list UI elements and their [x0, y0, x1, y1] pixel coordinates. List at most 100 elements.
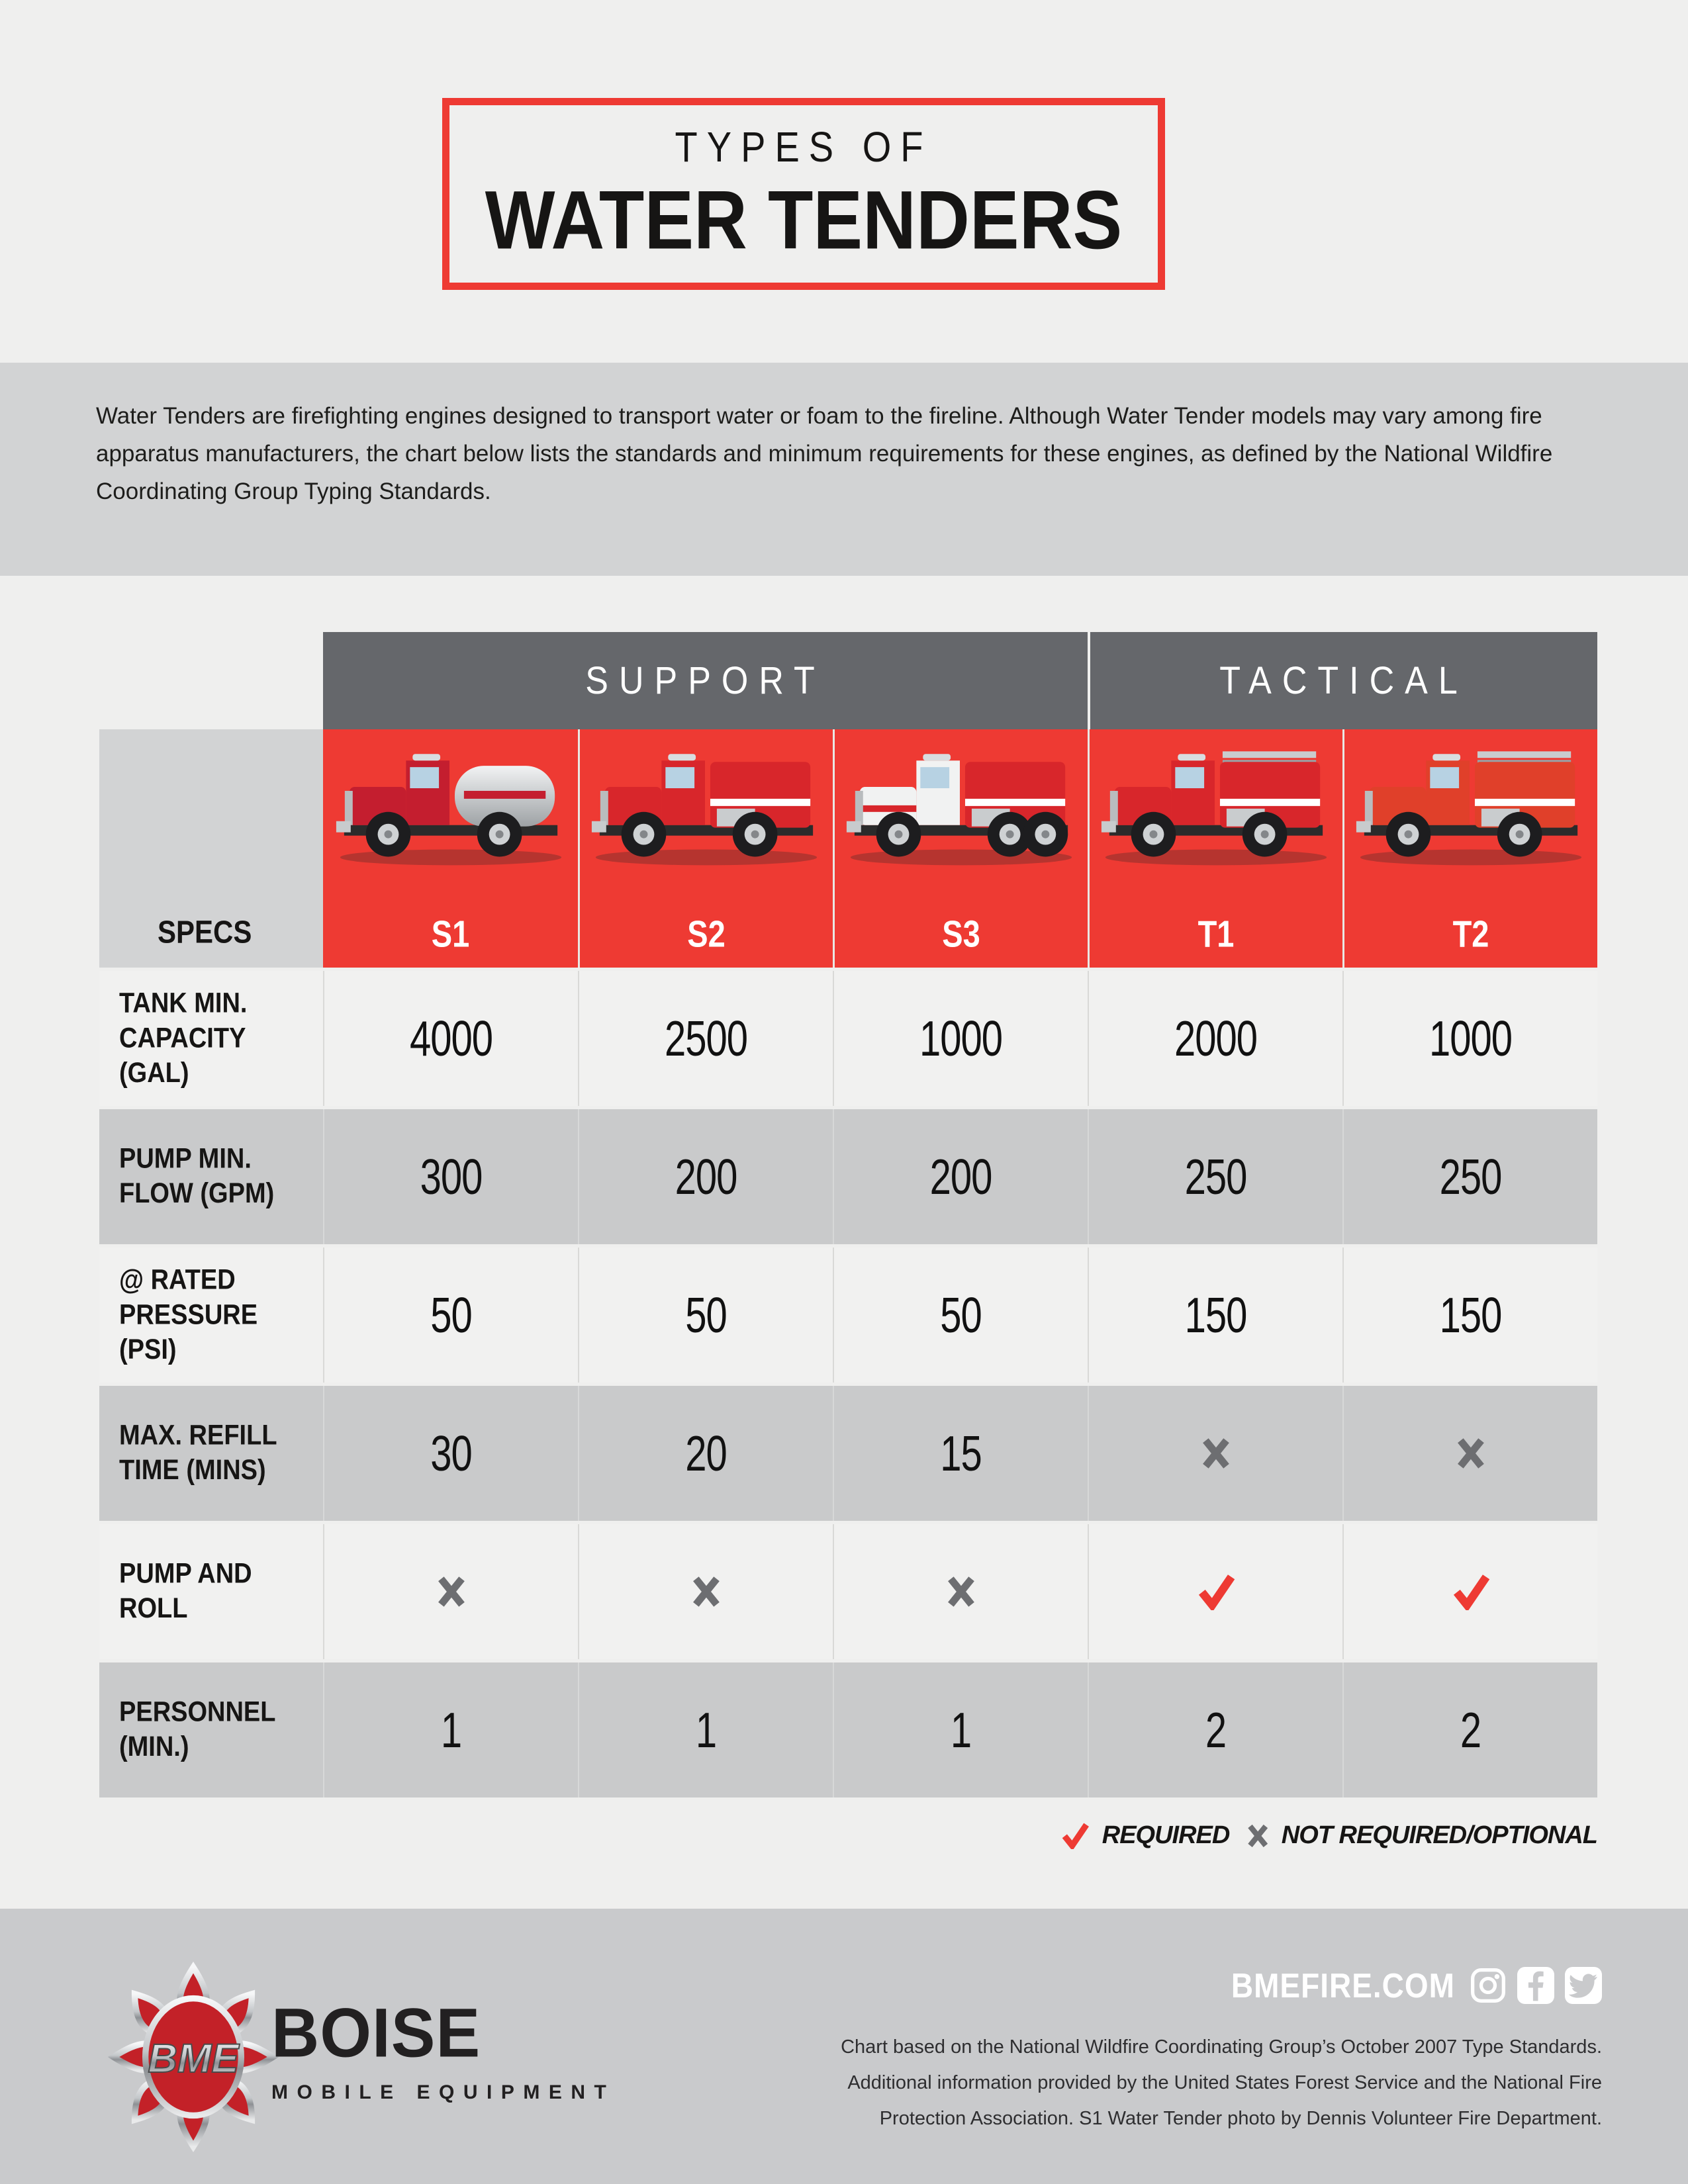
row-label: PUMP MIN. FLOW (GPM) [99, 1109, 323, 1244]
fine-print-line: Chart based on the National Wildfire Coo… [841, 2036, 1602, 2058]
row-label: PERSONNEL (MIN.) [99, 1662, 323, 1797]
column-label-t1: T1 [1197, 912, 1235, 955]
title-eyebrow: TYPES OF [675, 122, 933, 171]
table-row: PERSONNEL (MIN.) 1 1 1 2 2 [99, 1662, 1597, 1797]
value-cell-t2 [1342, 1386, 1597, 1521]
truck-photo-s2 [591, 754, 818, 866]
data-rows: TANK MIN. CAPACITY (GAL) 4000 2500 1000 2000… [99, 971, 1597, 1797]
x-icon [1248, 1824, 1268, 1847]
truck-photo-t1 [1101, 751, 1327, 866]
x-icon [692, 1576, 720, 1607]
x-icon [947, 1576, 974, 1607]
group-header-support: SUPPORT [323, 632, 1088, 729]
group-header-tactical: TACTICAL [1088, 632, 1597, 729]
value-cell-s1: 4000 [323, 971, 578, 1106]
value-cell-s2: 50 [578, 1248, 833, 1383]
value-cell-t2: 150 [1342, 1248, 1597, 1383]
column-header-t2: T2 [1342, 729, 1597, 968]
row-label: PUMP AND ROLL [99, 1524, 323, 1659]
value-cell-s2: 2500 [578, 971, 833, 1106]
check-icon [1062, 1823, 1089, 1850]
truck-row: SPECS S1 [99, 729, 1597, 968]
value-cell-t1 [1088, 1386, 1342, 1521]
specs-header-cell: SPECS [99, 729, 323, 968]
table-row: @ RATED PRESSURE (PSI) 50 50 50 150 150 [99, 1248, 1597, 1383]
value-cell-t2: 1000 [1342, 971, 1597, 1106]
column-header-s2: S2 [578, 729, 833, 968]
column-header-s3: S3 [833, 729, 1088, 968]
value-cell-s3: 200 [833, 1109, 1088, 1244]
title-box: TYPES OF WATER TENDERS [442, 98, 1165, 290]
row-label: @ RATED PRESSURE (PSI) [99, 1248, 323, 1383]
column-label-s2: S2 [687, 912, 726, 955]
value-cell-t1: 2 [1088, 1662, 1342, 1797]
row-label: TANK MIN. CAPACITY (GAL) [99, 971, 323, 1106]
value-cell-s3 [833, 1524, 1088, 1659]
table-row: PUMP MIN. FLOW (GPM) 300 200 200 250 250 [99, 1109, 1597, 1244]
table-row: TANK MIN. CAPACITY (GAL) 4000 2500 1000 2000… [99, 971, 1597, 1106]
value-cell-t2: 2 [1342, 1662, 1597, 1797]
value-cell-s3: 1000 [833, 971, 1088, 1106]
legend-label: REQUIRED [1102, 1821, 1231, 1849]
legend: REQUIRED NOT REQUIRED/OPTIONAL [1060, 1821, 1598, 1850]
legend-item: REQUIRED [1060, 1821, 1230, 1850]
table-row: PUMP AND ROLL [99, 1524, 1597, 1659]
value-cell-s1: 300 [323, 1109, 578, 1244]
truck-photo-s3 [846, 754, 1072, 866]
brand-subtitle: MOBILE EQUIPMENT [271, 2081, 616, 2103]
footer-right: BMEFIRE.COM [728, 1909, 1602, 2184]
value-cell-s1: 30 [323, 1386, 578, 1521]
facebook-icon [1517, 1967, 1554, 2004]
value-cell-t2: 250 [1342, 1109, 1597, 1244]
x-icon [1202, 1438, 1229, 1469]
column-label-s3: S3 [942, 912, 980, 955]
row-label: MAX. REFILL TIME (MINS) [99, 1386, 323, 1521]
value-cell-s1: 1 [323, 1662, 578, 1797]
site-row: BMEFIRE.COM [1231, 1966, 1602, 2005]
column-header-t1: T1 [1088, 729, 1342, 968]
legend-label: NOT REQUIRED/OPTIONAL [1281, 1821, 1598, 1849]
truck-photo-s1 [336, 754, 561, 866]
bme-logo-icon: BME [107, 1961, 279, 2153]
value-cell-s2: 20 [578, 1386, 833, 1521]
social-icons [1470, 1967, 1602, 2004]
value-cell-t1: 250 [1088, 1109, 1342, 1244]
legend-item: NOT REQUIRED/OPTIONAL [1246, 1821, 1598, 1850]
brand-block: BOISE MOBILE EQUIPMENT [271, 1993, 615, 2104]
value-cell-t1: 150 [1088, 1248, 1342, 1383]
value-cell-s2: 200 [578, 1109, 833, 1244]
value-cell-s3: 1 [833, 1662, 1088, 1797]
value-cell-s1: 50 [323, 1248, 578, 1383]
intro-band: Water Tenders are firefighting engines d… [0, 363, 1688, 576]
value-cell-s2: 1 [578, 1662, 833, 1797]
fine-print-line: Protection Association. S1 Water Tender … [879, 2108, 1602, 2129]
value-cell-t2 [1342, 1524, 1597, 1659]
fine-print: Chart based on the National Wildfire Coo… [841, 2029, 1602, 2136]
value-cell-s3: 50 [833, 1248, 1088, 1383]
group-header-row: SUPPORT TACTICAL [99, 632, 1597, 729]
column-label-s1: S1 [431, 912, 470, 955]
intro-paragraph: Water Tenders are firefighting engines d… [96, 403, 1553, 504]
svg-text:BME: BME [148, 2036, 240, 2081]
column-header-s1: S1 [323, 729, 578, 968]
twitter-icon [1565, 1967, 1602, 2004]
value-cell-s3: 15 [833, 1386, 1088, 1521]
spec-table: SUPPORT TACTICAL SPECS S1 [99, 632, 1597, 1797]
column-label-t2: T2 [1452, 912, 1489, 955]
value-cell-s1 [323, 1524, 578, 1659]
instagram-icon [1471, 1968, 1505, 2003]
x-icon [1457, 1438, 1484, 1469]
value-cell-s2 [578, 1524, 833, 1659]
x-icon [438, 1576, 465, 1607]
value-cell-t1: 2000 [1088, 971, 1342, 1106]
check-icon [1453, 1574, 1489, 1610]
truck-photo-t2 [1356, 751, 1582, 866]
brand-name: BOISE [271, 1994, 481, 2072]
check-icon [1198, 1574, 1235, 1610]
website-url: BMEFIRE.COM [1231, 1966, 1455, 2005]
specs-label: SPECS [158, 913, 252, 950]
page-title: WATER TENDERS [485, 173, 1123, 267]
fine-print-line: Additional information provided by the U… [847, 2072, 1602, 2093]
value-cell-t1 [1088, 1524, 1342, 1659]
